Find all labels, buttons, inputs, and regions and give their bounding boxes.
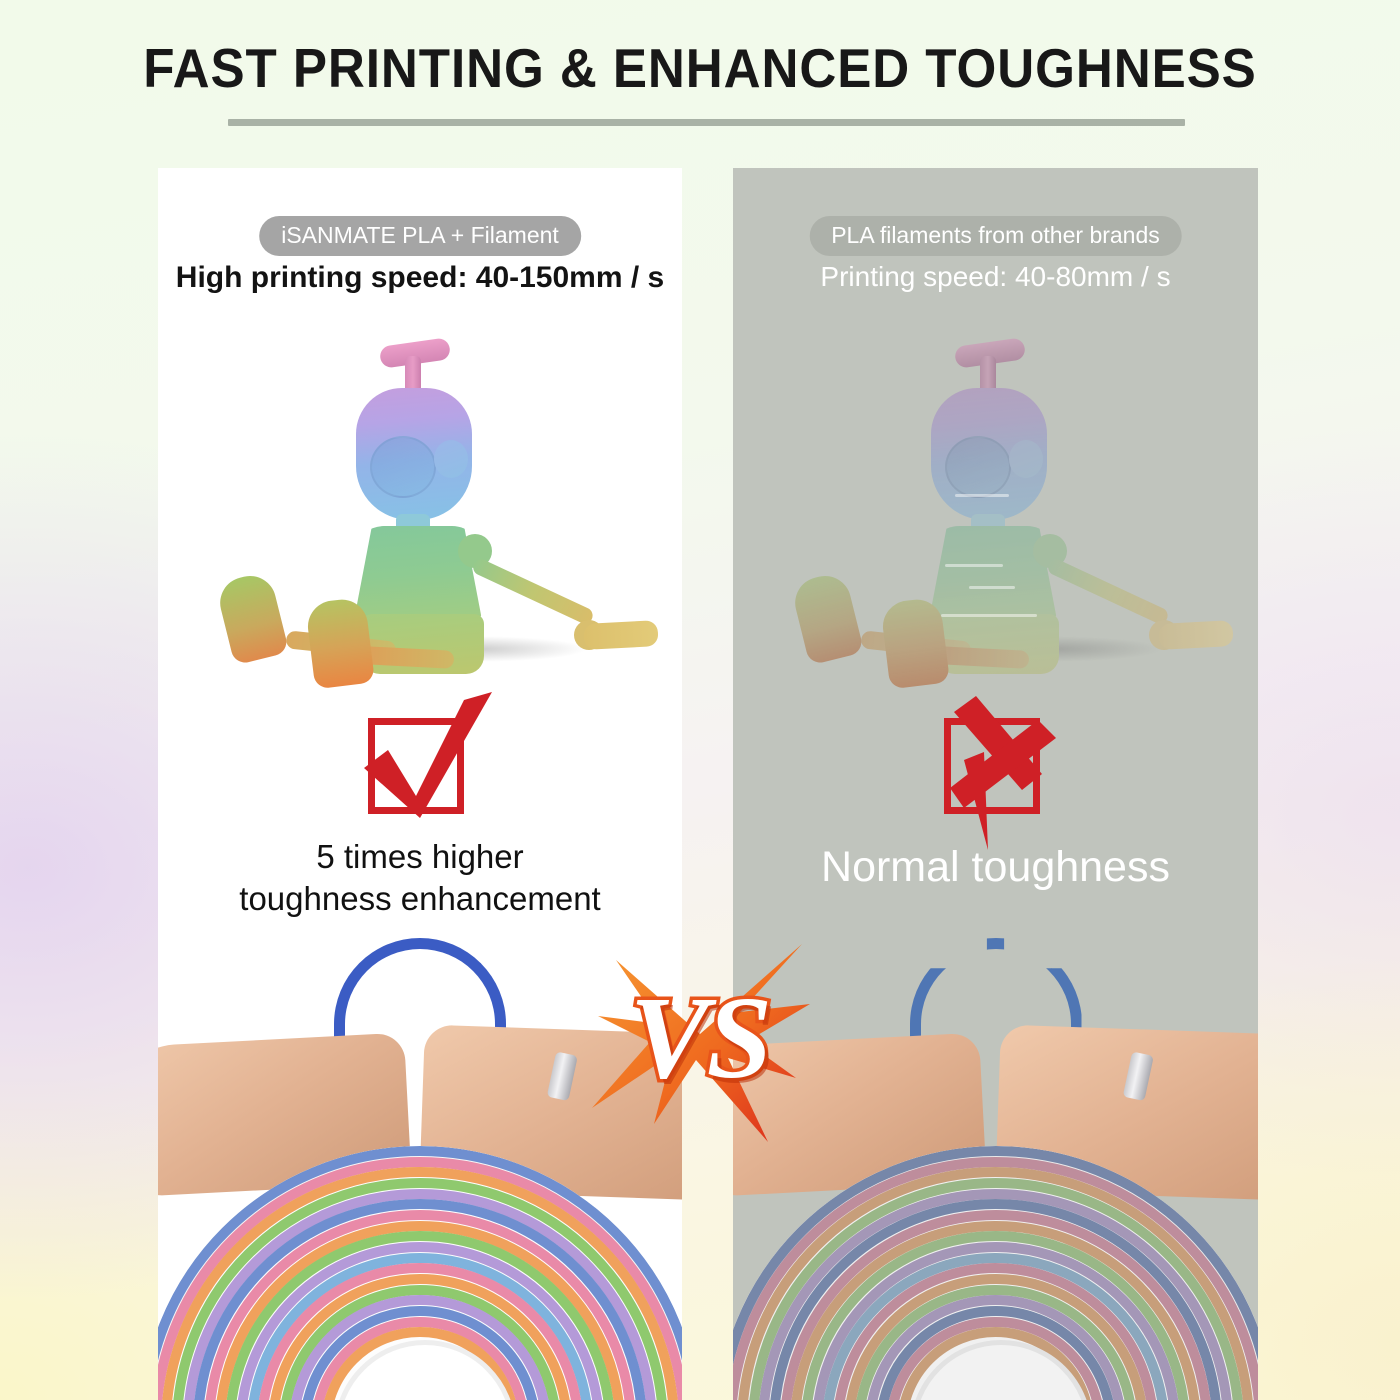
figure-foot-back [214, 570, 290, 666]
filament-bend-photo-right [733, 920, 1258, 1400]
versus-label: VS [626, 969, 775, 1107]
print-defect [941, 614, 1037, 617]
print-defect [945, 564, 1003, 567]
finger-ring [546, 1051, 578, 1102]
result-mark-left [158, 692, 682, 833]
caption-line-1: Normal toughness [821, 843, 1170, 891]
caption-line-1: 5 times higher [316, 838, 524, 875]
filament-loop-intact [334, 938, 506, 1106]
red-cross-icon [949, 696, 1056, 850]
filament-loop-snapped [909, 938, 1082, 1106]
panel-left-caption: 5 times higher toughness enhancement [158, 836, 682, 920]
figure-ear [1009, 440, 1043, 478]
print-defect [955, 494, 1009, 497]
panel-left-brand-badge: iSANMATE PLA + Filament [259, 216, 581, 257]
figure-arm [470, 556, 596, 627]
panel-right-caption: Normal toughness [733, 840, 1258, 895]
figure-visor [370, 436, 436, 498]
printed-figure-left [158, 318, 682, 703]
figure-hand [1158, 620, 1234, 650]
caption-line-2: toughness enhancement [239, 880, 601, 918]
comparison-panel-right: PLA filaments from other brands Printing… [733, 168, 1258, 1400]
figure-hand [583, 620, 659, 650]
comparison-panel-left: iSANMATE PLA + Filament High printing sp… [158, 168, 682, 1400]
finger-ring [1122, 1051, 1154, 1102]
figure-visor [945, 436, 1011, 498]
printed-figure-right [733, 318, 1258, 703]
print-defect [969, 586, 1015, 589]
filament-spool [158, 1146, 682, 1400]
filament-ring [733, 1146, 1258, 1400]
figure-arm [1045, 556, 1171, 627]
page-title: FAST PRINTING & ENHANCED TOUGHNESS [143, 37, 1257, 99]
filament-bend-photo-left [158, 920, 682, 1400]
panel-right-brand-badge: PLA filaments from other brands [809, 216, 1182, 257]
red-check-icon [364, 692, 492, 818]
result-mark-right [733, 696, 1258, 850]
figure-ear [434, 440, 468, 478]
versus-badge: VS [590, 938, 810, 1148]
versus-starburst-icon [592, 944, 810, 1142]
figure-foot-back [789, 570, 865, 666]
panel-right-speed-label: Printing speed: 40-80mm / s [820, 261, 1171, 292]
panel-left-speed-label: High printing speed: 40-150mm / s [175, 261, 665, 294]
header: FAST PRINTING & ENHANCED TOUGHNESS [0, 0, 1400, 100]
title-underline-rule [228, 119, 1185, 126]
filament-ring [158, 1146, 682, 1400]
